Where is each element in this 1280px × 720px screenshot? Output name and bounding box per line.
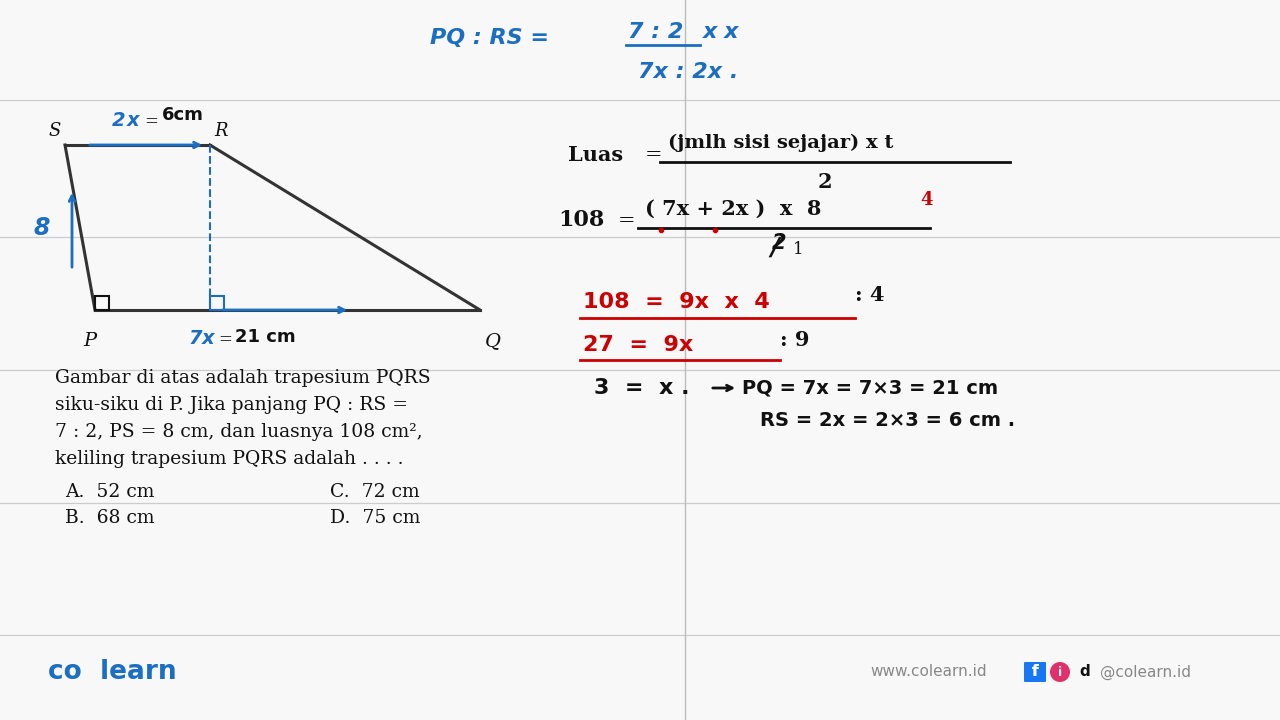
Text: f: f [1032,665,1038,680]
Text: 4: 4 [920,191,933,209]
Text: S: S [49,122,61,140]
Text: 7x : 2x .: 7x : 2x . [637,62,739,82]
Text: RS = 2x = 2×3 = 6 cm .: RS = 2x = 2×3 = 6 cm . [760,410,1015,430]
Text: PQ : RS =: PQ : RS = [430,28,549,48]
Text: 2: 2 [772,233,786,253]
Text: ( 7x + 2x )  x  8: ( 7x + 2x ) x 8 [645,199,822,219]
Text: Gambar di atas adalah trapesium PQRS: Gambar di atas adalah trapesium PQRS [55,369,430,387]
Text: =: = [645,145,663,164]
Text: @colearn.id: @colearn.id [1100,665,1190,680]
Text: 2: 2 [113,110,125,130]
Text: x: x [202,328,215,348]
FancyBboxPatch shape [1024,662,1046,682]
Text: Luas: Luas [568,145,623,165]
Text: x x: x x [703,22,740,42]
Text: 7 : 2, PS = 8 cm, dan luasnya 108 cm²,: 7 : 2, PS = 8 cm, dan luasnya 108 cm², [55,423,422,441]
Text: d: d [1079,665,1091,680]
Text: : 9: : 9 [780,330,809,350]
Text: =: = [218,331,232,348]
Text: 108: 108 [558,209,604,231]
Text: i: i [1059,665,1062,678]
Text: A.  52 cm: A. 52 cm [65,483,155,501]
Text: Q: Q [485,332,500,350]
Text: B.  68 cm: B. 68 cm [65,509,155,527]
Text: D.  75 cm: D. 75 cm [330,509,420,527]
Text: 2: 2 [818,172,832,192]
Text: =: = [143,114,157,130]
Text: PQ = 7x = 7×3 = 21 cm: PQ = 7x = 7×3 = 21 cm [742,379,998,397]
Text: 108  =  9x  x  4: 108 = 9x x 4 [582,292,769,312]
Text: C.  72 cm: C. 72 cm [330,483,420,501]
Circle shape [1050,662,1070,682]
Text: 7 : 2: 7 : 2 [628,22,684,42]
Text: 27  =  9x: 27 = 9x [582,335,694,355]
Text: keliling trapesium PQRS adalah . . . .: keliling trapesium PQRS adalah . . . . [55,450,403,468]
Text: f: f [1032,665,1038,680]
Text: (jmlh sisi sejajar) x t: (jmlh sisi sejajar) x t [668,134,893,152]
Text: : 4: : 4 [855,285,884,305]
Text: 3  =  x .: 3 = x . [594,378,690,398]
Text: siku-siku di P. Jika panjang PQ : RS =: siku-siku di P. Jika panjang PQ : RS = [55,396,408,414]
Text: 21 cm: 21 cm [236,328,296,346]
Text: 6cm: 6cm [163,106,204,124]
Text: x: x [127,110,140,130]
Text: ∕: ∕ [771,236,780,260]
Text: 7: 7 [188,328,202,348]
Text: www.colearn.id: www.colearn.id [870,665,987,680]
Text: =: = [618,210,636,230]
Text: P: P [83,332,96,350]
Text: 1: 1 [794,241,804,258]
Text: R: R [214,122,228,140]
Text: 8: 8 [33,216,50,240]
Text: co  learn: co learn [49,659,177,685]
